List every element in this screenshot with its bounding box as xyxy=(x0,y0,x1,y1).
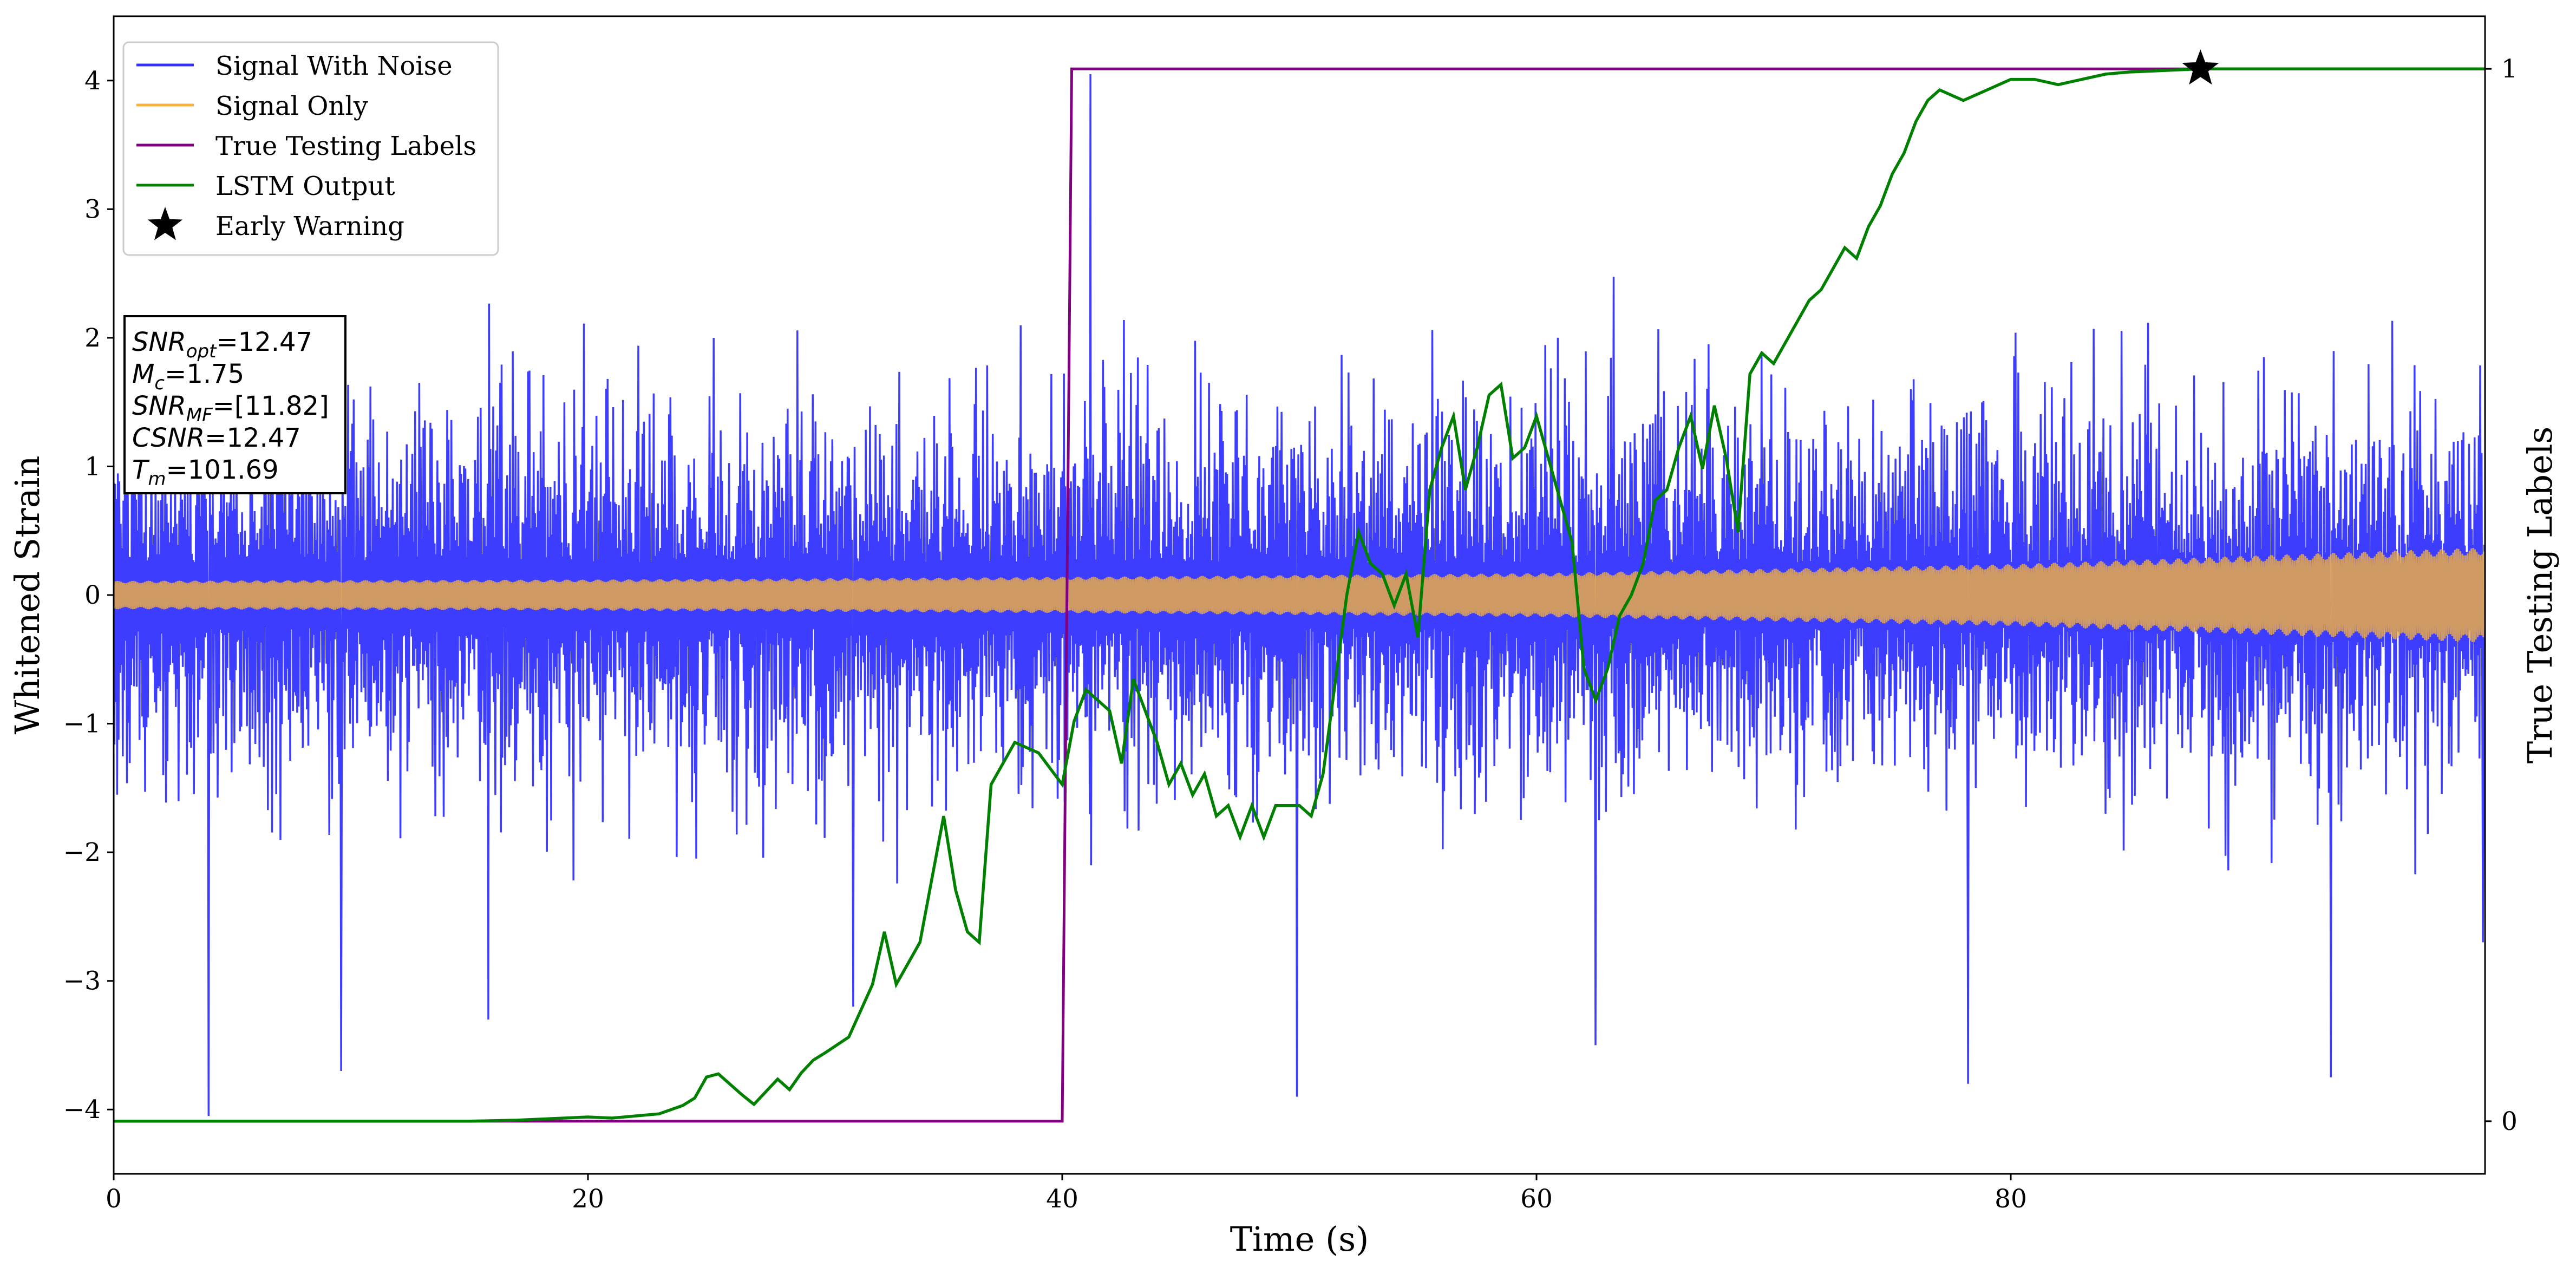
y-tick-label: 0 xyxy=(84,580,101,610)
lstm-output-series xyxy=(114,67,2485,1123)
legend-frame xyxy=(122,41,499,256)
legend-label: Signal Only xyxy=(215,91,368,121)
x-tick-label: 40 xyxy=(1046,1184,1078,1214)
x-tick-label: 0 xyxy=(106,1184,122,1214)
y-tick-label: 2 xyxy=(84,323,101,353)
legend-star-icon xyxy=(147,207,183,240)
early-warning-layer xyxy=(2182,49,2219,85)
legend-label: Early Warning xyxy=(215,211,404,241)
y-axis-left: −4 −3 −2 −1 0 1 2 3 4 xyxy=(63,66,114,1125)
info-line: SNRMF=[11.82] xyxy=(132,391,329,426)
signal-only-line xyxy=(114,547,2485,643)
info-line: CSNR=12.47 xyxy=(132,423,301,453)
x-tick-label: 60 xyxy=(1520,1184,1553,1214)
y-axis-right: 01 xyxy=(2485,54,2518,1136)
y-tick-label: 4 xyxy=(84,66,101,96)
info-box: SNRopt=12.47Mc=1.75SNRMF=[11.82]CSNR=12.… xyxy=(123,315,346,494)
y-tick-label: 3 xyxy=(84,194,101,224)
plot-area xyxy=(114,67,2485,1123)
lstm-output-line xyxy=(114,67,2485,1123)
y-tick-label: −3 xyxy=(63,966,101,996)
y-tick-label: −2 xyxy=(63,838,101,867)
y-tick-label: −4 xyxy=(63,1095,101,1125)
legend-label: True Testing Labels xyxy=(215,131,476,161)
info-line: Mc=1.75 xyxy=(132,359,244,394)
y2-tick-label: 0 xyxy=(2501,1107,2518,1136)
y2-axis-title: True Testing Labels xyxy=(2520,427,2560,764)
x-tick-label: 20 xyxy=(572,1184,604,1214)
y-axis-title: Whitened Strain xyxy=(8,456,47,735)
legend: Signal With Noise Signal Only True Testing… xyxy=(122,41,499,256)
signal-only-series xyxy=(114,547,2485,643)
y-tick-label: 1 xyxy=(84,452,101,481)
x-tick-label: 80 xyxy=(1995,1184,2027,1214)
y2-tick-label: 1 xyxy=(2501,54,2518,84)
x-axis: 0 20 40 60 80 xyxy=(106,1174,2027,1214)
info-line: SNRopt=12.47 xyxy=(132,327,312,362)
legend-label: Signal With Noise xyxy=(215,51,453,81)
x-axis-title: Time (s) xyxy=(1230,1219,1369,1259)
info-line: Tm=101.69 xyxy=(132,455,279,490)
legend-label: LSTM Output xyxy=(215,171,395,201)
early-warning-marker xyxy=(2182,49,2219,85)
info-box-frame xyxy=(123,315,346,494)
true-testing-labels-line xyxy=(114,67,2485,1123)
true-testing-labels-series xyxy=(114,67,2485,1123)
y-tick-label: −1 xyxy=(63,709,101,739)
